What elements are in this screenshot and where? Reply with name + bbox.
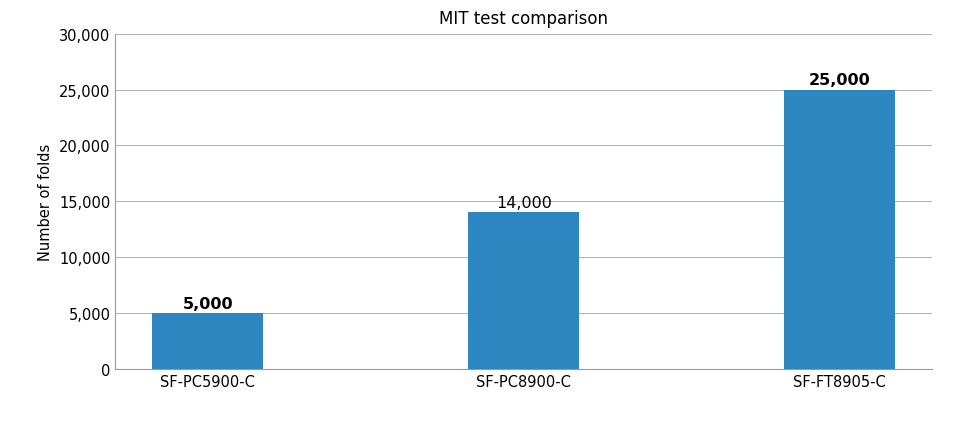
Bar (468, 213, 579, 369)
Text: 14,000: 14,000 (496, 196, 552, 211)
Text: 5,000: 5,000 (183, 296, 234, 311)
Title: MIT test comparison: MIT test comparison (439, 10, 608, 28)
Text: 25,000: 25,000 (809, 73, 871, 88)
Bar (784, 90, 895, 369)
Y-axis label: Number of folds: Number of folds (38, 143, 54, 260)
Bar (153, 313, 263, 369)
